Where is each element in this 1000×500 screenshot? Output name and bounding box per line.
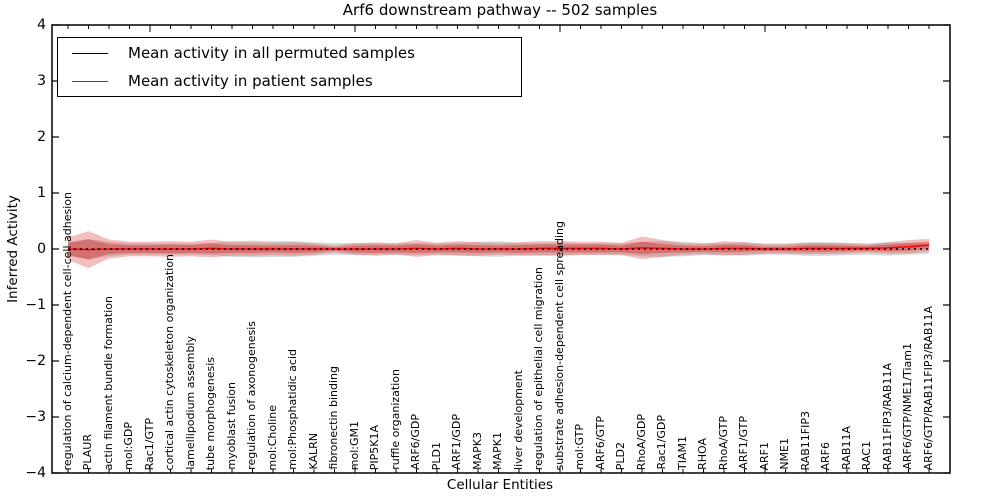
x-category-label: ARF1/GTP	[737, 416, 750, 470]
y-tick-label: −3	[25, 409, 46, 425]
x-category-label: mol:Phosphatidic acid	[286, 349, 299, 470]
y-tick-label: −1	[25, 297, 46, 313]
x-axis-label: Cellular Entities	[446, 477, 554, 493]
x-category-label: RAB11FIP3	[798, 410, 812, 470]
x-category-label: ARF1	[757, 441, 771, 471]
x-category-label: regulation of calcium-dependent cell-cel…	[60, 191, 74, 470]
x-category-label: ARF6	[819, 441, 832, 471]
y-tick-label: 1	[37, 185, 46, 201]
legend-entry-permuted: Mean activity in all permuted samples	[58, 40, 521, 66]
x-category-label: TIAM1	[675, 436, 689, 470]
y-tick-label: −4	[25, 465, 46, 481]
x-category-label: PIP5K1A	[368, 424, 381, 470]
x-category-label: RHOA	[696, 438, 709, 470]
permuted-line-sample-icon	[72, 52, 108, 54]
x-category-label: ARF1/GDP	[450, 414, 463, 470]
x-category-label: ruffle organization	[388, 369, 402, 470]
x-category-label: mol:GM1	[347, 420, 361, 470]
x-category-label: MAPK3	[470, 432, 484, 470]
y-tick-label: 0	[37, 241, 46, 257]
legend-entry-patient: Mean activity in patient samples	[58, 68, 521, 94]
x-category-label: RAC1	[860, 440, 873, 470]
x-category-label: RhoA/GTP	[716, 415, 730, 470]
x-category-label: regulation of axonogenesis	[245, 321, 258, 470]
x-category-label: MAPK1	[491, 432, 504, 470]
legend-label-patient: Mean activity in patient samples	[128, 72, 373, 90]
x-category-label: tube morphogenesis	[204, 356, 217, 470]
y-tick-label: 3	[37, 73, 46, 89]
x-category-label: mol:GDP	[122, 422, 135, 470]
x-category-label: myoblast fusion	[224, 382, 238, 470]
x-category-label: ARF6/GTP/NME1/Tiam1	[901, 343, 914, 470]
x-category-label: PLD2	[614, 441, 627, 470]
x-category-label: lamellipodium assembly	[183, 336, 197, 470]
x-category-label: Rac1/GTP	[142, 417, 156, 470]
x-category-label: RAB11FIP3/RAB11A	[880, 363, 894, 470]
x-category-label: actin filament bundle formation	[101, 295, 115, 470]
x-category-label: substrate adhesion-dependent cell spread…	[552, 220, 566, 470]
legend: Mean activity in all permuted samples Me…	[57, 37, 522, 97]
x-category-label: liver development	[511, 370, 525, 470]
x-category-label: regulation of epithelial cell migration	[532, 266, 545, 470]
y-tick-label: −2	[25, 353, 46, 369]
x-category-label: cortical actin cytoskeleton organization	[163, 253, 176, 470]
y-tick-label: 4	[37, 17, 46, 33]
y-tick-label: 2	[37, 129, 46, 145]
x-category-label: fibronectin binding	[327, 366, 340, 470]
x-category-label: mol:Choline	[265, 404, 279, 470]
x-category-label: PLD1	[429, 441, 443, 470]
x-category-label: mol:GTP	[573, 424, 586, 470]
x-category-label: ARF6/GTP/RAB11FIP3/RAB11A	[921, 305, 935, 470]
line-patient-mean	[67, 244, 930, 251]
x-category-label: Rac1/GDP	[655, 415, 668, 470]
x-category-label: PLAUR	[81, 433, 94, 470]
x-category-label: NME1	[778, 438, 791, 470]
x-category-label: ARF6/GTP	[593, 416, 607, 470]
chart-title: Arf6 downstream pathway -- 502 samples	[342, 1, 658, 19]
legend-label-permuted: Mean activity in all permuted samples	[128, 44, 415, 62]
patient-line-sample-icon	[72, 80, 108, 82]
x-category-label: KALRN	[306, 433, 320, 470]
x-category-label: ARF6/GDP	[409, 414, 422, 470]
x-category-label: RhoA/GDP	[634, 413, 648, 470]
x-category-label: RAB11A	[839, 426, 853, 470]
